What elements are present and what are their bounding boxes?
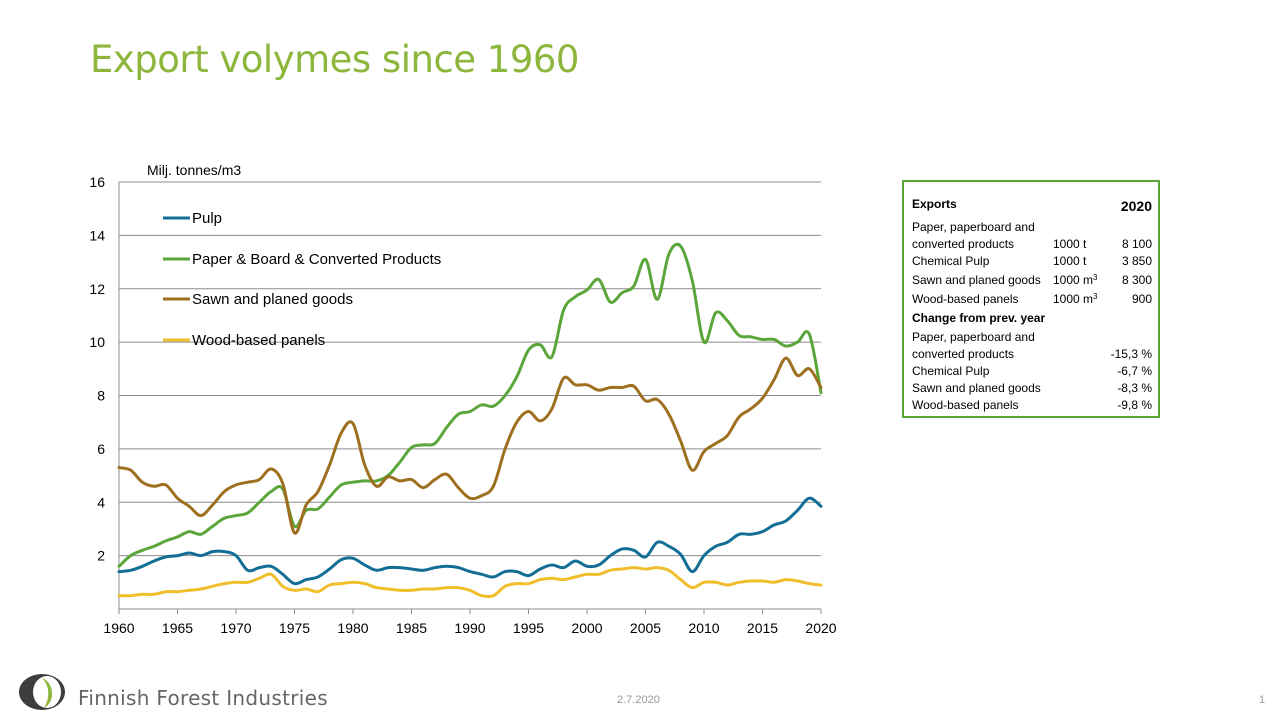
row-value: 8 100 — [1121, 237, 1152, 251]
table-row: Wood-based panels -9,8 % — [912, 397, 1152, 414]
x-tick-label: 2000 — [571, 620, 602, 636]
x-tick-label: 1990 — [454, 620, 485, 636]
series-line-wood-based-panels — [117, 566, 823, 599]
company-logo-icon — [19, 674, 65, 710]
row-label: Paper, paperboard and — [912, 220, 1035, 234]
table-row: Chemical Pulp 1000 t 3 850 — [912, 253, 1152, 270]
row-unit: 1000 m3 — [1053, 292, 1098, 306]
y-tick-label: 8 — [97, 388, 105, 404]
company-name: Finnish Forest Industries — [78, 686, 328, 710]
x-tick-label: 1975 — [279, 620, 310, 636]
x-tick-label: 1980 — [337, 620, 368, 636]
row-label: Chemical Pulp — [912, 254, 990, 268]
row-value: 3 850 — [1121, 254, 1152, 268]
table-row: Sawn and planed goods -8,3 % — [912, 380, 1152, 397]
x-tick-label: 2015 — [747, 620, 778, 636]
row-value: -8,3 % — [1117, 381, 1152, 395]
y-tick-label: 4 — [97, 494, 105, 510]
table-row: Paper, paperboard and — [912, 329, 1152, 346]
y-tick-label: 10 — [89, 334, 105, 350]
row-unit: 1000 t — [1053, 254, 1087, 268]
chart-axes: 2 4 6 8 10 12 14 16 1960 1965 1970 1975 1980 1985 1990… — [89, 174, 836, 636]
year-heading: 2020 — [1120, 198, 1152, 214]
row-label: Paper, paperboard and — [912, 330, 1035, 344]
y-tick-label: 2 — [97, 548, 105, 564]
legend-label: Paper & Board & Converted Products — [192, 251, 441, 268]
legend-label: Sawn and planed goods — [192, 291, 353, 308]
x-tick-label: 1965 — [162, 620, 193, 636]
y-axis-label: Milj. tonnes/m3 — [147, 162, 241, 178]
row-value: -15,3 % — [1110, 347, 1152, 361]
table-row: Sawn and planed goods 1000 m3 8 300 — [912, 272, 1152, 289]
x-tick-label: 2020 — [805, 620, 836, 636]
chart-legend: Pulp Paper & Board & Converted Products Sa… — [163, 210, 441, 349]
row-label: Sawn and planed goods — [912, 381, 1041, 395]
footer-date: 2.7.2020 — [617, 694, 660, 706]
y-tick-label: 16 — [89, 174, 105, 190]
legend-label: Wood-based panels — [192, 332, 325, 349]
row-label: Chemical Pulp — [912, 364, 990, 378]
series-line-sawn-and-planed-goods — [117, 356, 823, 535]
x-tick-label: 1970 — [220, 620, 251, 636]
row-unit: 1000 t — [1053, 237, 1087, 251]
row-label: Wood-based panels — [912, 292, 1019, 306]
exports-heading: Exports — [912, 197, 957, 211]
table-row: converted products 1000 t 8 100 — [912, 236, 1152, 253]
page-title: Export volymes since 1960 — [90, 38, 579, 81]
table-row: Chemical Pulp -6,7 % — [912, 363, 1152, 380]
table-row: Paper, paperboard and — [912, 219, 1152, 236]
x-tick-label: 2005 — [630, 620, 661, 636]
table-row: Wood-based panels 1000 m3 900 — [912, 291, 1152, 308]
row-value: -9,8 % — [1117, 398, 1152, 412]
chart-series — [117, 242, 823, 599]
y-tick-label: 14 — [89, 227, 105, 243]
y-tick-label: 6 — [97, 441, 105, 457]
x-tick-label: 1985 — [396, 620, 427, 636]
series-line-paper-board-converted-products — [117, 242, 823, 568]
row-value: 900 — [1131, 292, 1152, 306]
row-value: -6,7 % — [1117, 364, 1152, 378]
series-line-pulp — [117, 496, 823, 586]
x-tick-label: 1995 — [513, 620, 544, 636]
row-value: 8 300 — [1121, 273, 1152, 287]
row-unit: 1000 m3 — [1053, 273, 1098, 287]
row-label: Sawn and planed goods — [912, 273, 1041, 287]
change-heading: Change from prev. year — [912, 311, 1046, 325]
row-label: converted products — [912, 347, 1015, 361]
legend-label: Pulp — [192, 210, 222, 227]
x-tick-label: 1960 — [103, 620, 134, 636]
page-number: 1 — [1259, 694, 1266, 706]
table-header: Exports 2020 — [912, 196, 1152, 215]
y-tick-label: 12 — [89, 281, 105, 297]
x-tick-label: 2010 — [688, 620, 719, 636]
table-row: converted products -15,3 % — [912, 346, 1152, 363]
row-label: converted products — [912, 237, 1015, 251]
row-label: Wood-based panels — [912, 398, 1019, 412]
exports-summary-table: Exports 2020 Paper, paperboard and conve… — [902, 180, 1160, 418]
